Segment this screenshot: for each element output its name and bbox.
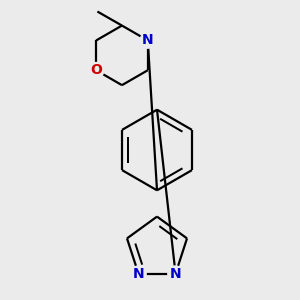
Circle shape <box>168 266 183 281</box>
Circle shape <box>140 33 155 48</box>
Circle shape <box>131 266 146 281</box>
Text: N: N <box>170 267 182 281</box>
Circle shape <box>88 62 104 78</box>
Text: N: N <box>142 34 154 47</box>
Text: O: O <box>90 63 102 77</box>
Text: N: N <box>133 267 144 281</box>
